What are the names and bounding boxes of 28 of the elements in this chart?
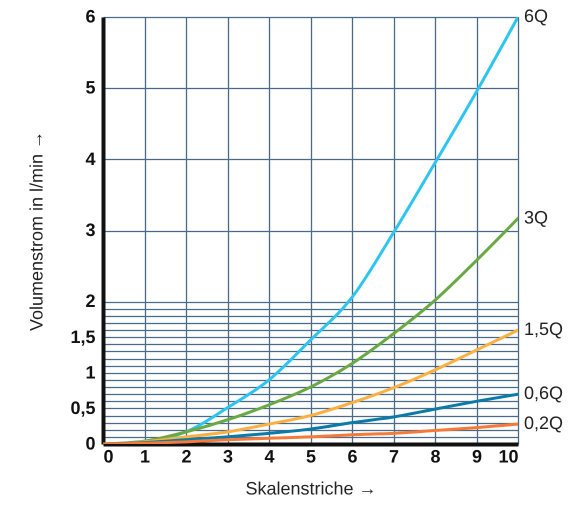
x-tick-label: 2: [181, 446, 192, 466]
y-tick-label: 1,5: [70, 326, 96, 347]
series-label: 3Q: [524, 207, 548, 228]
x-tick-label: 5: [306, 446, 316, 466]
x-tick-label: 7: [388, 446, 400, 466]
y-tick-label: 3: [85, 220, 96, 240]
series-label: 6Q: [524, 6, 548, 26]
x-axis-title: Skalenstriche →: [245, 478, 377, 498]
x-tick-label: 9: [472, 446, 482, 466]
series-label: 0,2Q: [524, 413, 564, 434]
y-tick-label: 4: [85, 148, 96, 169]
series-label: 0,6Q: [524, 383, 564, 404]
y-tick-label: 0,5: [70, 398, 96, 418]
y-tick-label: 0: [85, 434, 96, 454]
x-tick-label: 6: [347, 446, 358, 466]
y-tick-label: 1: [85, 362, 96, 382]
y-tick-label: 6: [85, 6, 96, 26]
x-tick-label: 1: [140, 446, 150, 466]
y-tick-label: 2: [85, 291, 96, 312]
y-axis-title: Volumenstrom in l/min →: [26, 130, 46, 332]
y-tick-label: 5: [85, 78, 96, 98]
series-label: 1,5Q: [524, 319, 564, 340]
x-tick-label: 3: [222, 446, 234, 466]
line-series: [103, 422, 518, 444]
x-tick-label: 10: [498, 446, 518, 466]
x-tick-label: 8: [430, 446, 441, 466]
x-tick-label: 0: [104, 446, 114, 466]
x-tick-label: 4: [264, 446, 275, 466]
